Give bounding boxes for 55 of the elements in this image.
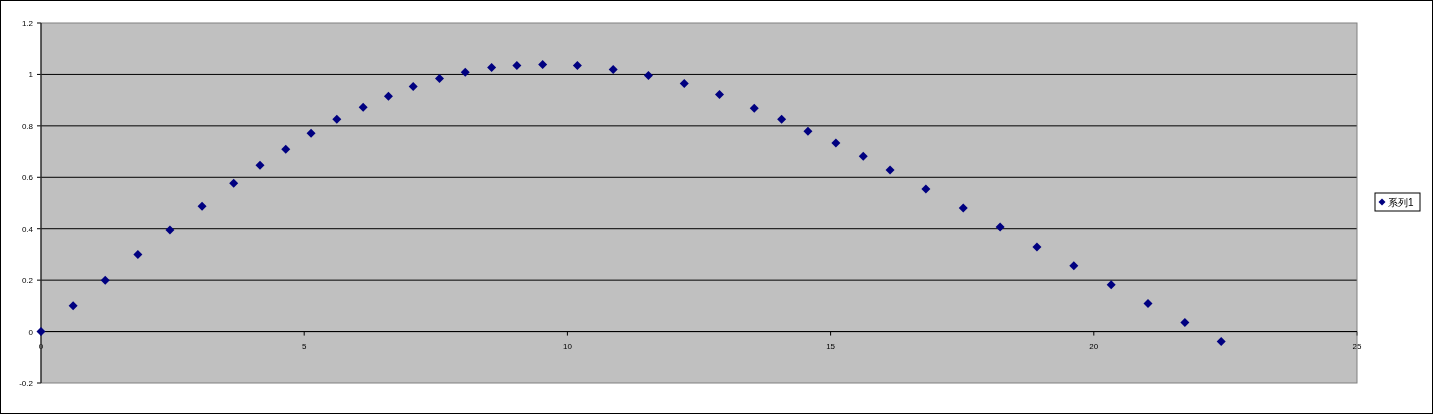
point [165,225,175,235]
x-tick-label: 25 [1352,341,1362,351]
point [68,301,78,311]
point [777,114,787,124]
point [995,222,1005,232]
x-tick-label: 10 [562,341,573,351]
point [921,184,931,194]
y-tick-label: 0.4 [21,224,34,234]
point [1216,337,1226,347]
point [487,62,497,72]
point [1032,242,1042,252]
y-tick-label: 1 [28,70,34,80]
point [1069,261,1079,271]
point [358,102,368,112]
point [229,178,239,188]
point [133,249,143,259]
point [831,138,841,148]
y-tick-label: 0.8 [21,121,34,131]
point [643,70,653,80]
x-tick-label: 20 [1089,341,1099,351]
point [332,114,342,124]
y-tick-label: -0.2 [19,379,34,388]
point [281,144,291,154]
point [100,275,110,285]
x-tick-label: 0 [38,341,44,351]
y-tick-label: 1.2 [21,19,34,28]
point [306,128,316,138]
x-tick-label: 5 [301,341,307,351]
point [1143,299,1153,309]
legend: 系列1 [1374,192,1421,212]
point [572,60,582,70]
point [958,203,968,213]
point [858,151,868,161]
point [1180,318,1190,328]
point [885,165,895,175]
point [679,78,689,88]
point [1106,280,1116,290]
point [749,103,759,113]
point [803,126,813,136]
point [36,327,46,337]
point [460,67,470,77]
point [608,65,618,75]
point [434,74,444,84]
point [408,82,418,92]
y-tick-label: 0 [28,327,34,337]
point [383,91,393,101]
point [197,201,207,211]
legend-label: 系列1 [1388,197,1414,208]
point [538,59,548,69]
y-tick-label: 0.6 [21,173,34,183]
point [255,160,265,170]
x-tick-label: 15 [826,341,836,351]
point [512,60,522,70]
point [715,89,725,99]
y-tick-label: 0.2 [21,276,34,286]
